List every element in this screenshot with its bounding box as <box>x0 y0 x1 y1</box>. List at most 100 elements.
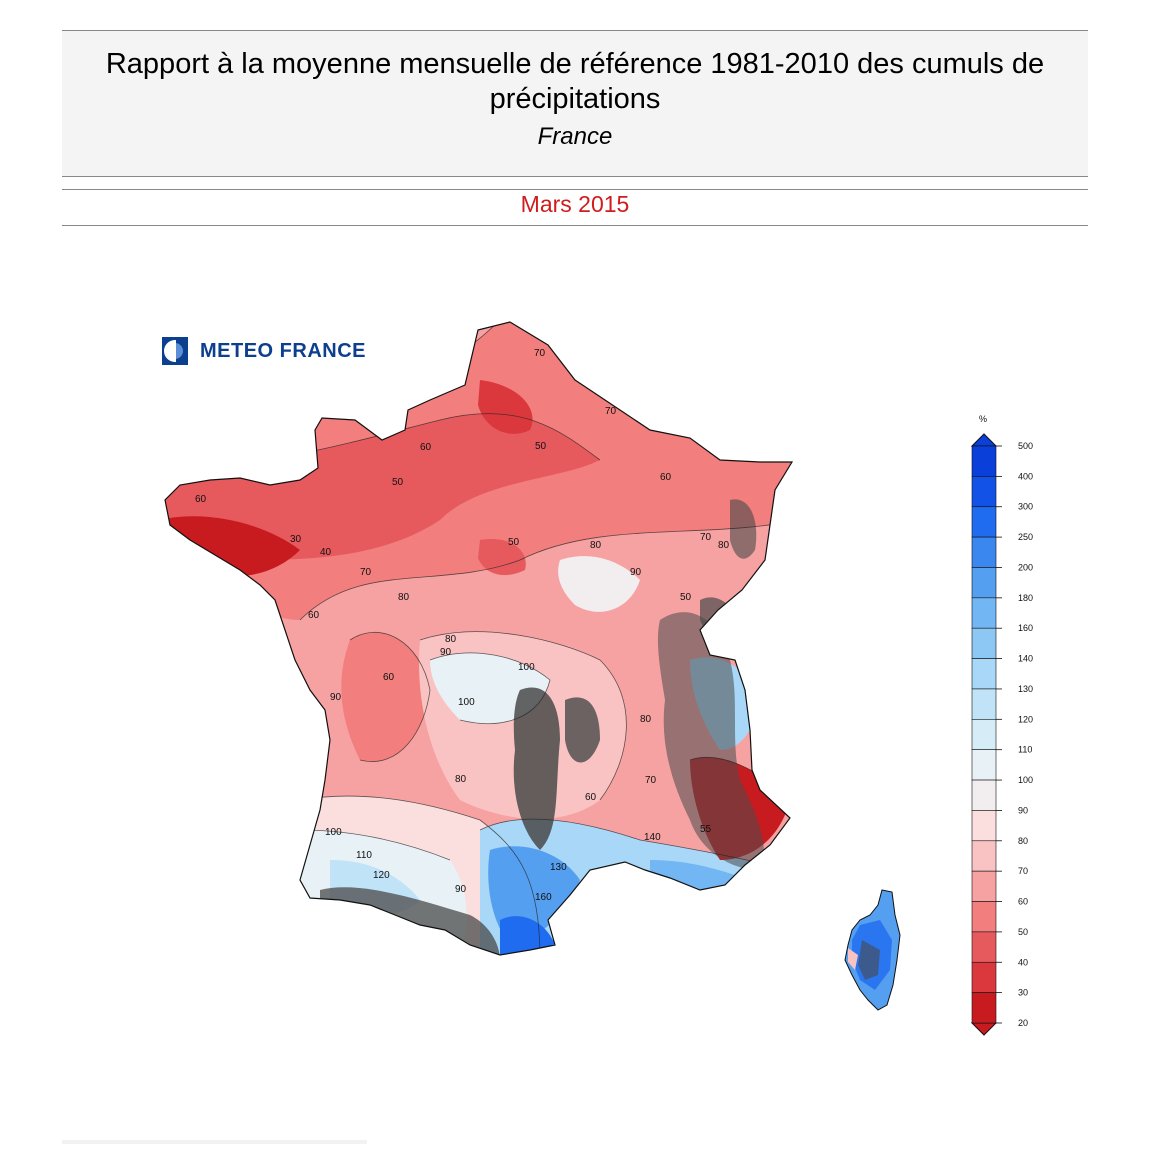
map-region: France <box>537 123 613 150</box>
legend-unit: % <box>979 414 987 424</box>
relief-jura <box>700 597 745 645</box>
contour-label: 50 <box>680 592 692 603</box>
contour-label: 120 <box>373 870 390 881</box>
legend-label: 60 <box>1018 897 1028 907</box>
legend-swatch <box>971 688 997 720</box>
legend-labels: 500 400 300 250 200 180 160 140 130 120 110 100 90 80… <box>996 441 1033 1028</box>
contour-label: 60 <box>660 472 672 483</box>
contour-label: 60 <box>420 442 432 453</box>
legend-swatch <box>971 779 997 811</box>
zone-90-north <box>558 556 640 612</box>
contour-label: 100 <box>325 827 342 838</box>
zone-60-west <box>341 632 430 762</box>
legend-swatch <box>971 506 997 538</box>
zone-200-south <box>500 916 555 955</box>
corsica <box>844 889 901 1011</box>
legend-label: 160 <box>1018 623 1033 633</box>
legend-swatch <box>971 567 997 599</box>
legend-top-arrow-icon <box>970 433 998 447</box>
legend-swatch <box>971 870 997 902</box>
legend-label: 80 <box>1018 836 1028 846</box>
legend-swatch <box>971 719 997 750</box>
contour-label: 160 <box>535 892 552 903</box>
contour-label: 60 <box>383 672 395 683</box>
legend-swatch <box>971 536 997 568</box>
contour-label: 80 <box>590 540 602 551</box>
legend-swatch <box>971 658 997 690</box>
contour-label: 70 <box>700 532 712 543</box>
contour-label: 140 <box>644 832 661 843</box>
legend-swatch <box>971 961 997 993</box>
legend-label: 90 <box>1018 805 1028 815</box>
legend-swatch <box>971 627 997 659</box>
contour-label: 70 <box>605 406 617 417</box>
contour-label: 50 <box>392 477 404 488</box>
legend-label: 140 <box>1018 654 1033 664</box>
legend-label: 500 <box>1018 441 1033 451</box>
zone-50-center <box>478 539 526 576</box>
map-period: Mars 2015 <box>520 191 630 217</box>
legend-label: 180 <box>1018 593 1033 603</box>
contour-label: 70 <box>645 775 657 786</box>
zone-40 <box>478 380 533 434</box>
legend-label: 300 <box>1018 502 1033 512</box>
color-legend: % 500 400 300 250 200 180 160 140 130 120 110 100 90… <box>970 414 1033 1036</box>
contour-label: 30 <box>290 534 302 545</box>
contour-label: 60 <box>195 494 207 505</box>
legend-swatch <box>971 992 997 1024</box>
contour-label: 50 <box>535 441 547 452</box>
legend-label: 130 <box>1018 684 1033 694</box>
contour-label: 90 <box>455 884 467 895</box>
divider-top <box>62 189 1088 190</box>
contour-label: 100 <box>518 662 535 673</box>
legend-label: 40 <box>1018 957 1028 967</box>
legend-swatch <box>971 840 997 872</box>
contour-label: 55 <box>700 824 712 835</box>
logo-text: METEO FRANCE <box>200 339 366 362</box>
contour-label: 90 <box>440 647 452 658</box>
legend-label: 250 <box>1018 532 1033 542</box>
contour-label: 60 <box>585 792 597 803</box>
contour-label: 80 <box>640 714 652 725</box>
relief-massif-east <box>565 697 600 763</box>
contour-label: 70 <box>534 348 546 359</box>
relief-massif-central <box>513 687 560 850</box>
contour-label: 40 <box>320 547 332 558</box>
contour-label-layer: 70 60 50 40 30 70 50 60 70 60 50 80 80 7… <box>195 348 730 903</box>
legend-label: 30 <box>1018 988 1028 998</box>
legend-label: 100 <box>1018 775 1033 785</box>
contour-label: 130 <box>550 862 567 873</box>
legend-label: 200 <box>1018 562 1033 572</box>
divider-bottom <box>62 225 1088 226</box>
legend-swatch <box>971 810 997 842</box>
contour-label: 100 <box>458 697 475 708</box>
legend-label: 20 <box>1018 1018 1028 1028</box>
meteo-france-logo-icon <box>162 337 188 365</box>
legend-swatches <box>971 445 997 1024</box>
france-mainland <box>164 321 793 956</box>
contour-label: 80 <box>718 540 730 551</box>
map-title: Rapport à la moyenne mensuelle de référe… <box>105 48 1045 115</box>
relief-vosges <box>730 499 757 559</box>
contour-label: 80 <box>455 774 467 785</box>
legend-swatch <box>971 445 997 477</box>
legend-swatch <box>971 901 997 933</box>
zone-50 <box>165 413 600 560</box>
contour-label: 110 <box>356 850 372 861</box>
legend-label: 50 <box>1018 927 1028 937</box>
legend-label: 110 <box>1018 745 1032 755</box>
zone-30 <box>165 516 300 577</box>
legend-swatch <box>971 749 997 781</box>
legend-swatch <box>971 597 997 629</box>
legend-label: 120 <box>1018 714 1033 724</box>
header-panel: Rapport à la moyenne mensuelle de référe… <box>62 30 1088 177</box>
legend-label: 400 <box>1018 471 1033 481</box>
contour-label: 60 <box>308 610 320 621</box>
contour-label: 50 <box>508 537 520 548</box>
legend-swatch <box>971 931 997 963</box>
meteo-france-logo: METEO FRANCE <box>162 337 366 365</box>
contour-label: 90 <box>330 692 342 703</box>
legend-swatch <box>971 476 997 508</box>
legend-bottom-arrow-icon <box>970 1022 998 1036</box>
